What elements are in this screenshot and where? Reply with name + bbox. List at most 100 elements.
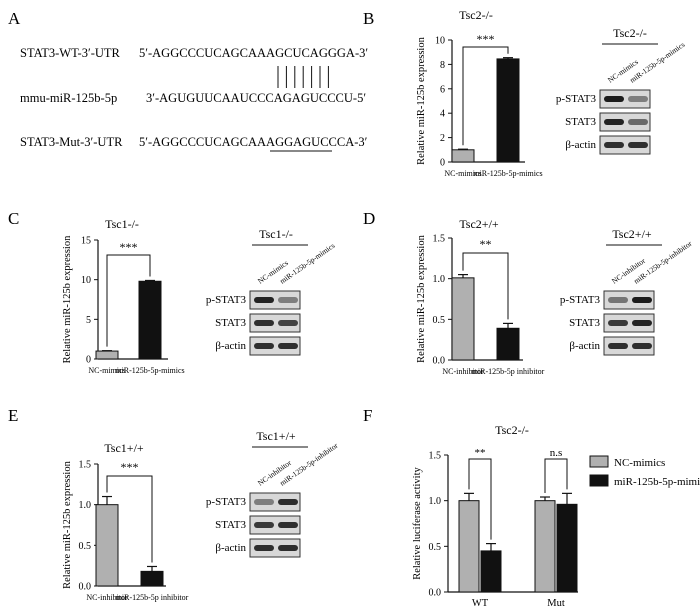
x-tick-label: Mut xyxy=(547,598,565,609)
blot-strip xyxy=(599,112,651,132)
blot-strip xyxy=(249,336,301,356)
significance-bracket xyxy=(106,475,153,563)
y-axis-label: Relative miR-125b expression xyxy=(62,460,73,588)
y-tick-label: 0.5 xyxy=(429,542,442,553)
blot-title: Tsc1+/+ xyxy=(256,429,296,443)
blot-band xyxy=(632,297,652,303)
blot-band xyxy=(254,343,274,349)
bar xyxy=(95,350,119,360)
y-tick-label: 0 xyxy=(440,158,445,169)
y-tick-label: 0.5 xyxy=(433,315,446,326)
blot-row-label: p-STAT3 xyxy=(560,294,601,306)
blot-row-label: p-STAT3 xyxy=(206,294,247,306)
blot-row-label: β-actin xyxy=(215,340,246,352)
blot-strip xyxy=(249,492,301,512)
x-tick-label: NC-inhibitor xyxy=(442,367,484,376)
western-blot-tsc2-ko: Tsc2-/-NC-mimicsmiR-125b-5p-mimicsp-STAT… xyxy=(556,26,686,155)
blot-strip xyxy=(249,538,301,558)
panel-a-sequences: STAT3-WT-3′-UTR 5′-AGGCCCUCAGCAAAGCUCAGG… xyxy=(20,46,368,152)
y-tick-label: 2 xyxy=(440,133,445,144)
blot-band xyxy=(628,142,648,148)
blot-strip xyxy=(249,290,301,310)
mirna-label: mmu-miR-125b-5p xyxy=(20,91,117,105)
y-axis-label: Relative miR-125b expression xyxy=(416,36,427,164)
blot-strip xyxy=(603,336,655,356)
western-blot-tsc1-ko: Tsc1-/-NC-mimicsmiR-125b-5p-mimicsp-STAT… xyxy=(206,227,336,356)
blot-strip xyxy=(603,290,655,310)
y-tick-label: 4 xyxy=(440,109,445,120)
significance-bracket xyxy=(106,254,151,347)
blot-row-label: β-actin xyxy=(569,340,600,352)
bar xyxy=(534,500,556,593)
y-tick-label: 1.5 xyxy=(433,234,446,245)
blot-strip xyxy=(603,313,655,333)
blot-band xyxy=(254,320,274,326)
chart-title: Tsc2-/- xyxy=(495,423,529,437)
legend-swatch xyxy=(589,455,609,468)
blot-strip xyxy=(599,135,651,155)
significance-bracket xyxy=(468,458,492,540)
panel-letter-c: C xyxy=(8,209,19,228)
y-tick-label: 0.5 xyxy=(79,541,92,552)
western-blot-tsc2-wt: Tsc2+/+NC-inhibitormiR-125b-5p-inhibitor… xyxy=(560,227,694,356)
blot-band xyxy=(608,320,628,326)
y-tick-label: 1.0 xyxy=(433,274,446,285)
blot-band xyxy=(628,96,648,102)
blot-band xyxy=(628,119,648,125)
blot-band xyxy=(604,119,624,125)
bar xyxy=(95,504,119,587)
blot-row-label: p-STAT3 xyxy=(556,93,597,105)
panel-letter-f: F xyxy=(363,406,372,425)
y-tick-label: 0.0 xyxy=(433,356,446,367)
chart-title: Tsc2-/- xyxy=(459,8,493,22)
x-tick-label: WT xyxy=(472,598,489,609)
significance-label: *** xyxy=(120,240,138,254)
blot-band xyxy=(254,297,274,303)
x-tick-label: miR-125b-5p-mimics xyxy=(115,366,184,375)
y-tick-label: 0 xyxy=(86,355,91,366)
significance-label: ** xyxy=(480,237,492,251)
bar xyxy=(480,550,502,593)
legend-swatch xyxy=(589,474,609,487)
bar xyxy=(138,280,162,360)
blot-band xyxy=(608,343,628,349)
blot-band xyxy=(278,343,298,349)
x-tick-label: miR-125b-5p inhibitor xyxy=(116,593,189,602)
blot-title: Tsc2+/+ xyxy=(612,227,652,241)
y-tick-label: 1.0 xyxy=(79,500,92,511)
x-tick-label: NC-mimics xyxy=(444,169,481,178)
blot-band xyxy=(604,142,624,148)
blot-band xyxy=(278,297,298,303)
panel-letter-d: D xyxy=(363,209,375,228)
blot-row-label: STAT3 xyxy=(215,519,246,531)
base-pair-lines xyxy=(277,66,329,88)
y-axis-label: Relative miR-125b expression xyxy=(62,235,73,363)
significance-label: *** xyxy=(477,32,495,46)
blot-band xyxy=(608,297,628,303)
mirna-sequence: 3′-AGUGUUCAAUCCCAGAGUCCCU-5′ xyxy=(146,91,366,105)
panel-letter-e: E xyxy=(8,406,18,425)
blot-band xyxy=(632,343,652,349)
panel-letter-b: B xyxy=(363,9,374,28)
chart-panel-f: Tsc2-/- 0.0 0.5 1.0 1.5 Relative luciferase a… xyxy=(412,423,700,609)
x-tick-label: NC-inhibitor xyxy=(86,593,128,602)
y-tick-label: 0.0 xyxy=(429,588,442,599)
blot-row-label: β-actin xyxy=(215,542,246,554)
legend-label: NC-mimics xyxy=(614,457,665,469)
chart-title: Tsc1-/- xyxy=(105,217,139,231)
blot-band xyxy=(278,320,298,326)
y-tick-label: 8 xyxy=(440,60,445,71)
bar xyxy=(496,58,520,163)
western-blot-tsc1-wt: Tsc1+/+NC-inhibitormiR-125b-5p-inhibitor… xyxy=(206,429,340,558)
blot-band xyxy=(278,499,298,505)
x-tick-label: NC-mimics xyxy=(88,366,125,375)
bar xyxy=(556,503,578,593)
blot-strip xyxy=(599,89,651,109)
blot-title: Tsc1-/- xyxy=(259,227,293,241)
significance-bracket xyxy=(462,46,509,146)
y-axis-label: Relative miR-125b expression xyxy=(416,234,427,362)
blot-row-label: STAT3 xyxy=(565,116,596,128)
chart-panel-e: Tsc1+/+ 0.0 0.5 1.0 1.5 Relative miR-125b exp… xyxy=(62,441,189,602)
blot-row-label: p-STAT3 xyxy=(206,496,247,508)
